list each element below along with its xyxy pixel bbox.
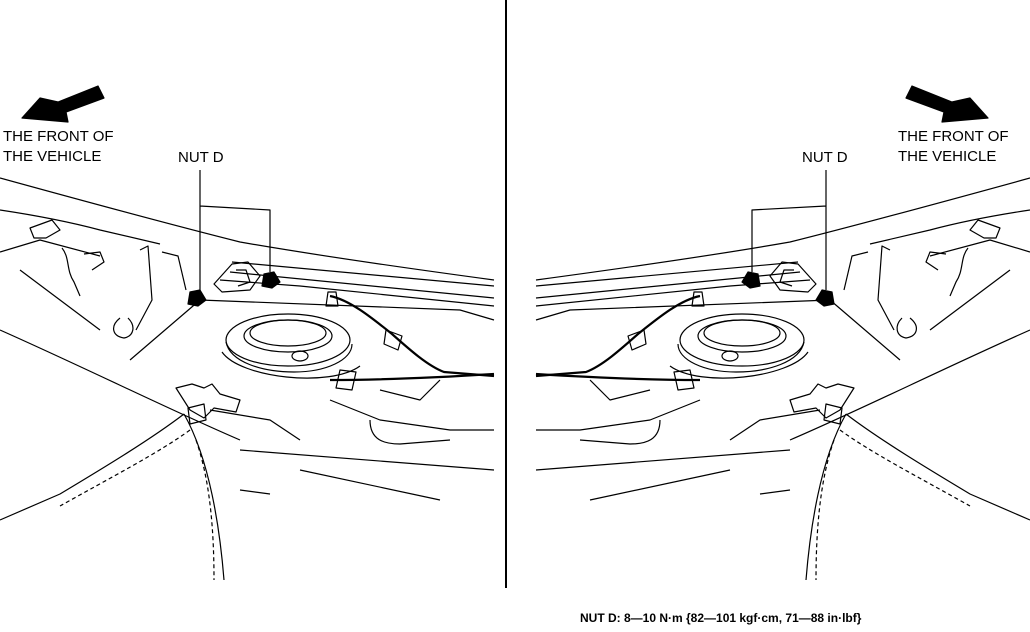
front-label-left-line2: THE VEHICLE [3,148,102,165]
torque-spec: NUT D: 8—10 N·m {82—101 kgf·cm, 71—88 in… [580,611,862,625]
wheel-arch-right [805,413,847,581]
nut-d-label-left: NUT D [178,149,224,166]
nut-d-left-1 [187,289,207,307]
front-label-left: THE FRONT OF THE VEHICLE [3,127,114,167]
nut-d-right-2 [741,271,761,289]
nut-d-left-2 [261,271,281,289]
left-panel-drawing [0,85,495,581]
front-label-right-line2: THE VEHICLE [898,148,997,165]
wheel-arch-left [183,413,225,581]
right-panel-drawing [535,85,1030,581]
wire-harness-right [535,294,701,378]
spare-tire-well-right [679,313,805,367]
front-arrow-left [21,85,105,123]
spare-tire-well-left [225,313,351,367]
front-label-right: THE FRONT OF THE VEHICLE [898,127,1009,167]
nut-d-label-right: NUT D [802,149,848,166]
wire-harness-left [329,294,495,378]
body-outline-left [0,177,495,281]
front-arrow-right [905,85,989,123]
nut-leader-right [751,170,827,290]
nut-leader-left [199,170,271,290]
front-label-left-line1: THE FRONT OF [3,128,114,145]
front-label-right-line1: THE FRONT OF [898,128,1009,145]
nut-d-right-1 [815,289,835,307]
